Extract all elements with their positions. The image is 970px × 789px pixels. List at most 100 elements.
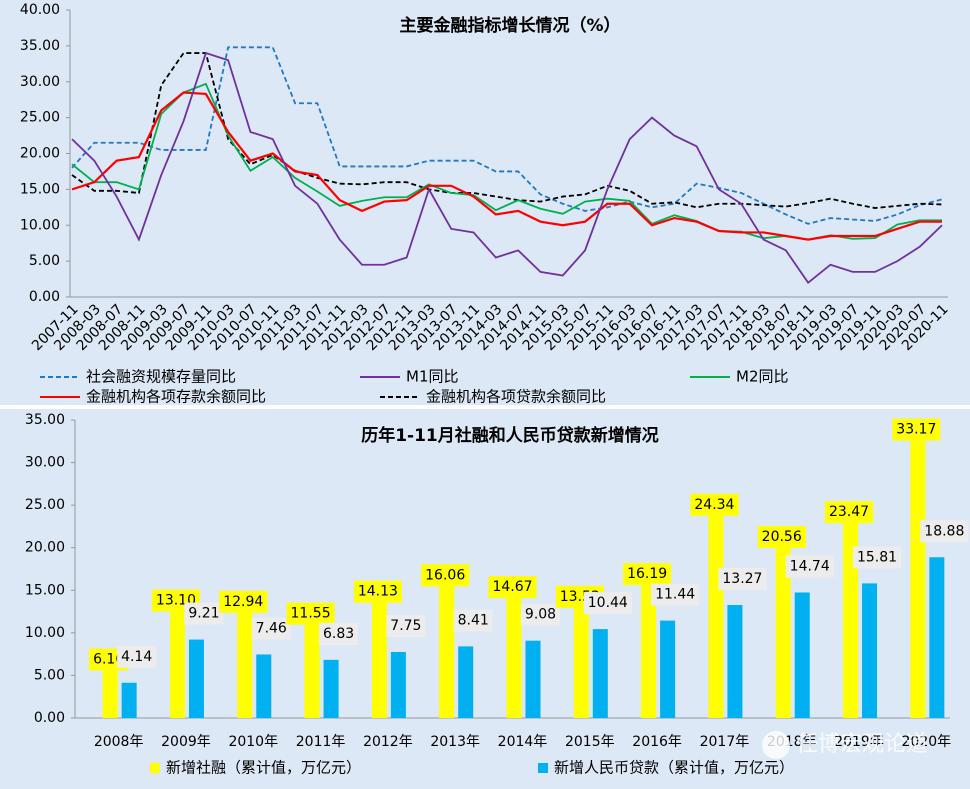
value-label-bg [353,580,402,603]
value-label-bg [520,603,561,626]
value-label: 15.81 [857,549,897,565]
bar [102,665,118,718]
value-label: 16.06 [425,567,465,583]
chart-title: 历年1-11月社融和人民币贷款新增情况 [361,425,659,446]
watermark-icon [762,731,790,759]
value-label: 18.88 [924,523,964,539]
series-line [71,91,942,241]
value-label-bg [651,583,700,606]
y-tick-label: 15.00 [20,181,60,197]
bar [390,652,406,718]
value-label-bg [690,493,739,516]
legend-label: 金融机构各项贷款余额同比 [426,388,606,406]
value-label: 7.46 [256,620,287,636]
y-tick-label: 35.00 [20,38,60,54]
x-tick-label: 2019年 [834,734,884,750]
legend-label: 社会融资规模存量同比 [86,368,236,386]
bar [121,682,137,718]
bar [506,593,522,718]
y-tick-label: 30.00 [20,74,60,90]
x-tick-label: 2014年 [498,734,548,750]
x-tick-label: 2020年 [902,734,952,750]
bar [862,583,878,718]
value-label-bg [892,418,941,441]
bar [641,580,657,718]
x-tick-label: 2008年 [94,734,144,750]
y-tick-label: 25.00 [20,110,60,126]
value-label: 33.17 [896,422,936,438]
bar [660,620,676,718]
value-label-bg [824,501,874,524]
value-label: 4.14 [121,649,152,665]
bar [708,510,724,718]
y-tick-label: 0.00 [29,289,60,305]
value-label-bg [583,592,632,615]
y-tick-label: 15.00 [25,582,65,598]
y-tick-label: 5.00 [34,667,65,683]
value-label-bg [286,602,335,625]
y-tick-label: 10.00 [25,625,65,641]
value-label: 8.41 [458,612,489,628]
value-label-bg [318,622,359,645]
value-label: 14.67 [492,579,532,595]
value-label: 9.21 [188,606,219,622]
x-tick-label: 2009年 [161,734,211,750]
y-tick-label: 30.00 [25,455,65,471]
divider [0,405,970,409]
y-tick-label: 40.00 [20,2,60,18]
value-label: 11.44 [655,587,695,603]
value-label-bg [488,576,537,599]
y-tick-label: 5.00 [29,253,60,269]
bar [304,619,320,718]
legend-label: 新增社融（累计值，万亿元） [166,759,361,777]
bar [237,607,253,718]
bar [256,654,272,718]
x-tick-label: 2013年 [430,734,480,750]
x-tick-label: 2011年 [296,734,346,750]
legend-label: 新增人民币贷款（累计值，万亿元） [554,759,794,777]
x-tick-label: 2010年 [228,734,278,750]
bar [458,646,474,718]
bar [794,592,810,718]
value-label-bg [718,568,767,591]
x-tick-label: 2016年 [632,734,682,750]
legend-swatch [150,763,160,773]
bar [525,640,541,718]
bar [188,639,204,718]
y-tick-label: 20.00 [20,146,60,162]
bar [169,606,185,718]
legend-label: M2同比 [736,368,789,386]
value-label: 10.44 [588,595,628,611]
bar [929,557,945,718]
value-label: 6.83 [323,626,354,642]
value-label: 7.75 [390,618,421,634]
value-label: 23.47 [829,504,869,520]
legend-label: 金融机构各项存款余额同比 [86,388,266,406]
value-label: 24.34 [694,497,734,513]
series-line [71,51,943,284]
bar [727,605,743,718]
x-tick-label: 2017年 [700,734,750,750]
value-label-bg [251,617,291,640]
value-label: 9.08 [525,607,556,623]
value-label-bg [920,520,969,543]
x-tick-label: 2012年 [363,734,413,750]
value-label-bg [623,563,672,586]
bar [592,629,608,718]
series-line [71,52,943,209]
value-label-bg [421,564,470,587]
watermark: 任博宏观论道 [796,732,928,757]
value-label-bg [757,525,806,548]
value-label: 12.94 [223,594,263,610]
chart-title: 主要金融指标增长情况（%） [399,15,620,36]
value-label-bg [785,555,834,578]
bar [775,542,791,718]
value-label: 14.74 [790,558,830,574]
value-label: 20.56 [762,529,802,545]
y-tick-label: 25.00 [25,497,65,513]
value-label-bg [852,546,902,569]
value-label-bg [453,609,493,632]
y-tick-label: 20.00 [25,540,65,556]
value-label-bg [386,615,426,638]
